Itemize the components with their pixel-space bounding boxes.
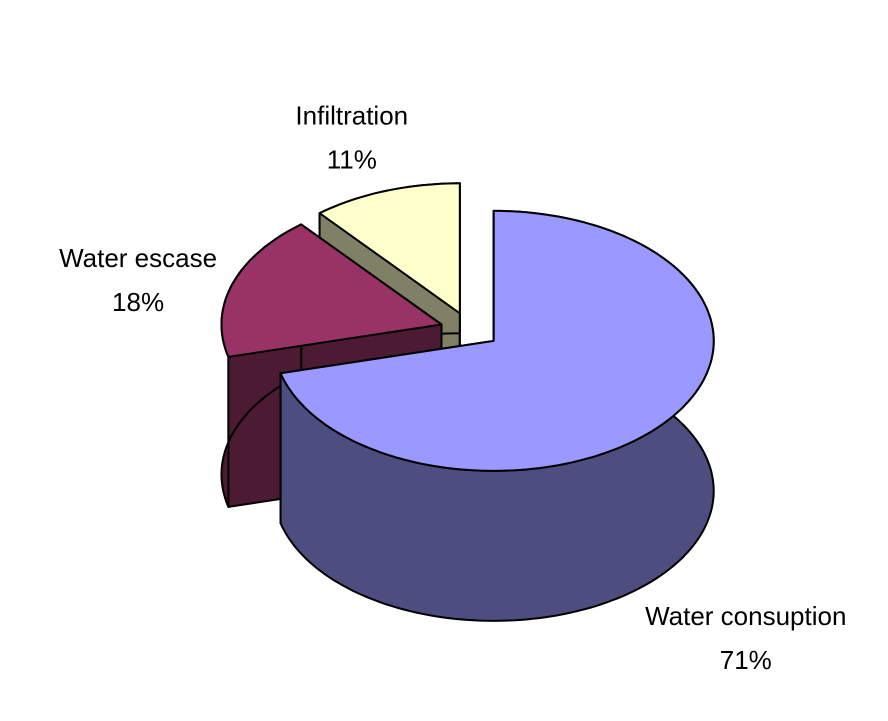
slice-value-label: 71% [720,645,772,675]
slice-value-label: 18% [112,287,164,317]
pie-slice [279,209,715,622]
slice-top [220,223,443,358]
slice-top [318,182,461,315]
slice-top [279,209,715,472]
slice-value-label: 11% [327,144,377,174]
slice-label: Water escase [59,243,217,273]
slice-label: Infiltration [295,100,408,130]
slice-label: Water consuption [645,601,846,631]
